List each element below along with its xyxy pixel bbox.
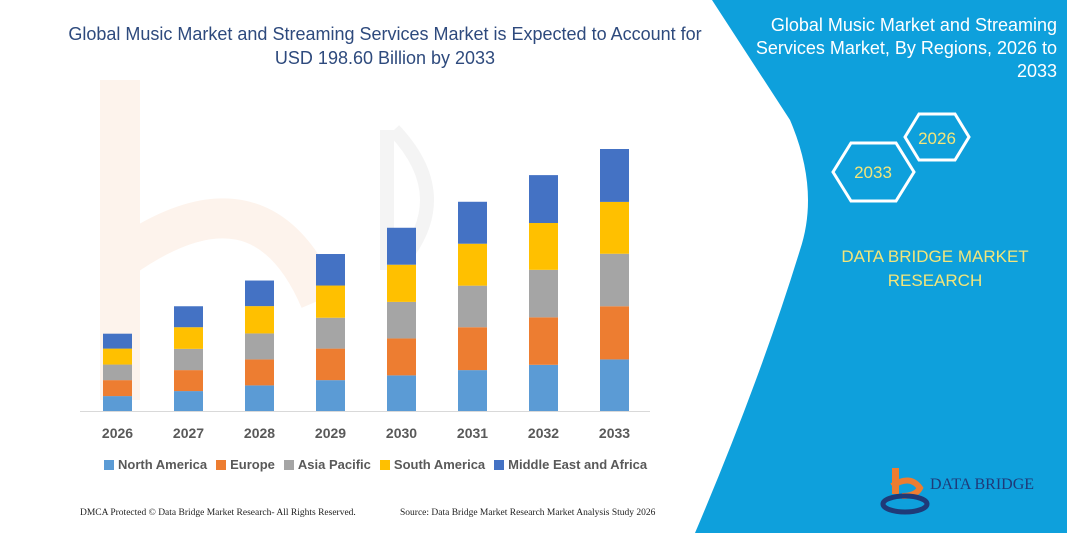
bar-2032-asia-pacific — [529, 269, 558, 318]
bar-2032-south-america — [529, 223, 558, 270]
footer-copyright: DMCA Protected © Data Bridge Market Rese… — [80, 508, 356, 518]
panel-title: Global Music Market and Streaming Servic… — [755, 15, 1057, 81]
bar-2027-asia-pacific — [174, 348, 203, 371]
chart-title: Global Music Market and Streaming Servic… — [68, 24, 702, 68]
x-tick-label: 2033 — [599, 425, 630, 441]
bar-2033-south-america — [600, 201, 629, 254]
bar-2026-asia-pacific — [103, 364, 132, 381]
bar-2030-middle-east-and-africa — [387, 227, 416, 265]
bar-2027-europe — [174, 370, 203, 392]
bar-2033-north-america — [600, 359, 629, 411]
legend-item: Europe — [216, 457, 275, 472]
bar-2033-middle-east-and-africa — [600, 149, 629, 202]
hexagon-2033 — [831, 141, 916, 203]
legend-item: Middle East and Africa — [494, 457, 647, 472]
legend-swatch — [216, 459, 227, 470]
hex-2033-label: 2033 — [854, 163, 892, 182]
legend-label: Asia Pacific — [297, 457, 371, 472]
hex-2026-label: 2026 — [918, 129, 956, 148]
bar-2031-asia-pacific — [458, 285, 487, 328]
bar-2033-asia-pacific — [600, 253, 629, 307]
x-tick-label: 2032 — [528, 425, 559, 441]
bar-2026-south-america — [103, 348, 132, 365]
x-tick-label: 2031 — [457, 425, 488, 441]
brand-text: DATA BRIDGE MARKET RESEARCH — [841, 247, 1029, 290]
x-tick-label: 2029 — [315, 425, 346, 441]
bar-2026-europe — [103, 380, 132, 397]
bar-2029-middle-east-and-africa — [316, 254, 345, 286]
legend-item: South America — [379, 457, 486, 472]
bar-2027-north-america — [174, 391, 203, 411]
legend-label: Middle East and Africa — [508, 457, 648, 472]
bar-2030-south-america — [387, 264, 416, 302]
legend-label: North America — [118, 457, 208, 472]
bar-2032-north-america — [529, 364, 558, 411]
legend: North America Europe Asia Pacific South Ame… — [104, 457, 647, 472]
bar-2031-north-america — [458, 370, 487, 411]
bar-2029-asia-pacific — [316, 317, 345, 349]
legend-item: Asia Pacific — [283, 457, 371, 472]
bar-2032-europe — [529, 317, 558, 365]
x-tick-label: 2027 — [173, 425, 204, 441]
bar-2026-middle-east-and-africa — [103, 333, 132, 349]
bar-2028-north-america — [245, 385, 274, 411]
bar-2029-north-america — [316, 380, 345, 411]
hexagon-2026 — [903, 112, 971, 162]
legend-label: Europe — [230, 457, 275, 472]
bar-2030-north-america — [387, 375, 416, 411]
bar-2028-middle-east-and-africa — [245, 280, 274, 307]
logo-text: DATA BRIDGE — [930, 476, 1035, 493]
bar-2027-south-america — [174, 327, 203, 349]
legend-item: North America — [104, 457, 207, 472]
x-tick-label: 2030 — [386, 425, 417, 441]
bar-2028-europe — [245, 359, 274, 386]
bar-2030-asia-pacific — [387, 301, 416, 339]
bar-2026-north-america — [103, 396, 132, 411]
bar-2031-middle-east-and-africa — [458, 201, 487, 244]
x-tick-label: 2028 — [244, 425, 275, 441]
legend-swatch — [494, 459, 505, 470]
bar-2031-europe — [458, 327, 487, 371]
bar-2029-europe — [316, 348, 345, 381]
bar-2031-south-america — [458, 243, 487, 286]
bar-2033-europe — [600, 306, 629, 360]
footer-source: Source: Data Bridge Market Research Mark… — [400, 508, 656, 518]
bar-2027-middle-east-and-africa — [174, 306, 203, 328]
bar-2029-south-america — [316, 285, 345, 318]
stacked-bar-chart: 2026 2027 2028 2029 2030 2031 2032 2033 — [80, 149, 650, 441]
legend-swatch — [379, 459, 390, 470]
bar-2030-europe — [387, 338, 416, 376]
legend-swatch — [283, 459, 294, 470]
legend-swatch — [104, 459, 114, 470]
bar-2028-south-america — [245, 306, 274, 334]
x-tick-label: 2026 — [102, 425, 133, 441]
bar-2032-middle-east-and-africa — [529, 175, 558, 224]
bar-2028-asia-pacific — [245, 333, 274, 360]
data-bridge-logo-icon — [880, 468, 930, 515]
legend-label: South America — [393, 457, 486, 472]
